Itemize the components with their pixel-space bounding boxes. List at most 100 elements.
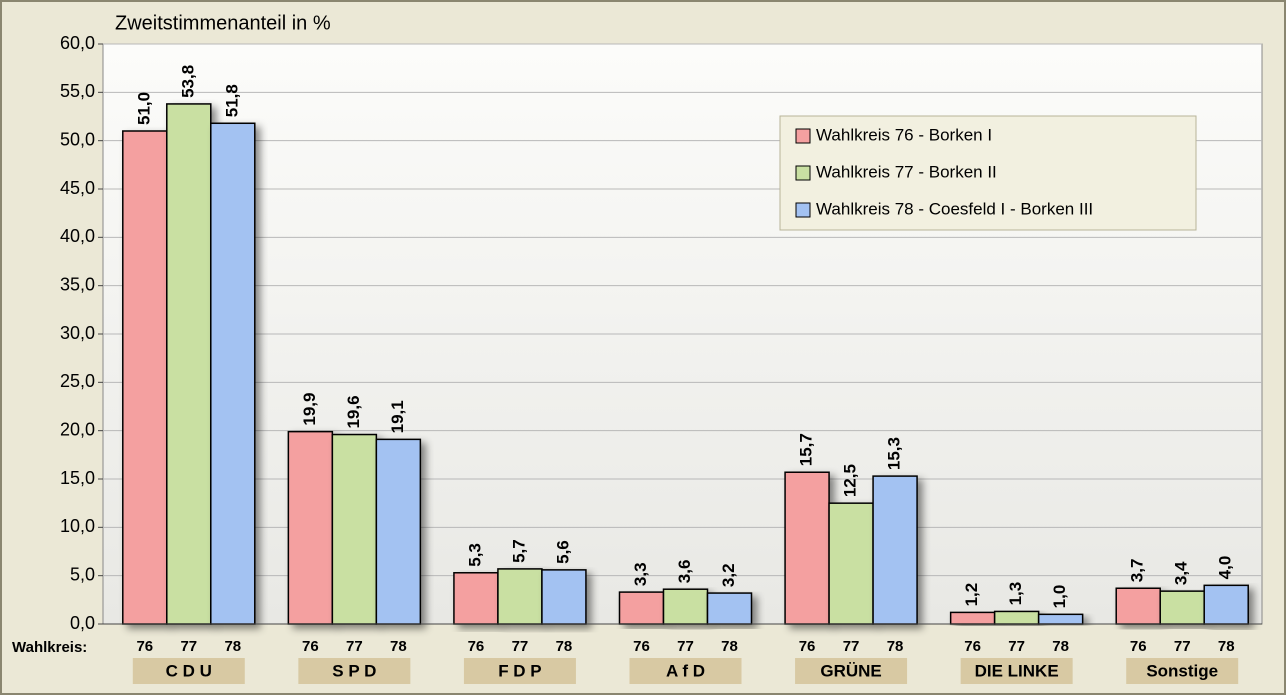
bar-label: 77 xyxy=(1174,638,1191,655)
bar xyxy=(1159,590,1205,625)
bar xyxy=(287,430,334,625)
value-label: 5,6 xyxy=(553,540,572,564)
value-label: 19,6 xyxy=(344,395,363,428)
y-tick-label: 45,0 xyxy=(60,178,95,198)
bar-label: 76 xyxy=(964,638,981,655)
bar xyxy=(375,438,422,625)
value-label: 53,8 xyxy=(178,65,197,98)
y-tick-label: 35,0 xyxy=(60,274,95,294)
category-box xyxy=(795,658,908,684)
bar xyxy=(784,471,830,625)
value-label: 3,4 xyxy=(1172,561,1191,585)
bar-label: 77 xyxy=(677,638,694,655)
value-label: 19,9 xyxy=(300,393,319,426)
y-tick-label: 40,0 xyxy=(60,226,95,246)
value-label: 5,7 xyxy=(509,539,528,563)
category-box xyxy=(960,658,1073,684)
bar-label: 78 xyxy=(556,638,573,655)
value-label: 15,7 xyxy=(797,433,816,466)
bar-label: 78 xyxy=(1052,638,1069,655)
bar xyxy=(1115,587,1161,625)
bar-label: 76 xyxy=(1130,638,1147,655)
y-tick-label: 30,0 xyxy=(60,323,95,343)
bar xyxy=(828,502,874,625)
y-tick-label: 0,0 xyxy=(70,613,95,633)
bar-label: 77 xyxy=(512,638,529,655)
y-tick-label: 20,0 xyxy=(60,419,95,439)
x-tick-label: C D U xyxy=(166,661,212,680)
bar-label: 76 xyxy=(633,638,650,655)
category-box xyxy=(298,658,411,684)
bar xyxy=(166,103,212,625)
y-tick-label: 60,0 xyxy=(60,33,95,53)
category-box xyxy=(463,658,576,684)
legend-swatch xyxy=(795,165,811,181)
value-label: 12,5 xyxy=(841,464,860,497)
bar-label: 77 xyxy=(843,638,860,655)
value-label: 5,3 xyxy=(465,543,484,567)
value-label: 51,8 xyxy=(222,84,241,117)
bar-label: 77 xyxy=(180,638,197,655)
bar xyxy=(210,122,256,625)
value-label: 3,7 xyxy=(1128,559,1147,583)
bar-label: 77 xyxy=(1008,638,1025,655)
y-tick-label: 55,0 xyxy=(60,81,95,101)
x-tick-label: GRÜNE xyxy=(820,661,881,680)
y-tick-label: 25,0 xyxy=(60,371,95,391)
value-label: 3,3 xyxy=(631,562,650,586)
x-axis-label: Wahlkreis: xyxy=(12,639,87,656)
y-tick-label: 50,0 xyxy=(60,129,95,149)
bar xyxy=(1037,613,1084,625)
bar xyxy=(662,588,709,625)
value-label: 15,3 xyxy=(885,437,904,470)
value-label: 51,0 xyxy=(134,92,153,125)
bar xyxy=(541,569,587,625)
bar-label: 78 xyxy=(1218,638,1235,655)
legend-label: Wahlkreis 78 - Coesfeld I - Borken III xyxy=(816,199,1093,218)
bar xyxy=(993,610,1040,625)
legend xyxy=(779,115,1197,231)
bar xyxy=(453,572,499,625)
bar xyxy=(949,611,996,625)
bar-label: 77 xyxy=(346,638,363,655)
value-label: 3,6 xyxy=(675,560,694,584)
bar xyxy=(706,592,753,625)
bar-label: 76 xyxy=(468,638,485,655)
bar-label: 78 xyxy=(887,638,904,655)
value-label: 19,1 xyxy=(388,400,407,433)
category-box xyxy=(132,658,245,684)
bar xyxy=(331,433,378,625)
value-label: 1,0 xyxy=(1050,585,1069,609)
x-tick-label: F D P xyxy=(498,661,541,680)
category-box xyxy=(629,658,742,684)
bar-label: 76 xyxy=(302,638,319,655)
legend-swatch xyxy=(795,128,811,144)
x-tick-label: S P D xyxy=(332,661,376,680)
bar-label: 76 xyxy=(136,638,153,655)
bar-label: 78 xyxy=(224,638,241,655)
value-label: 1,2 xyxy=(962,583,981,607)
x-tick-label: A f D xyxy=(666,661,705,680)
value-label: 4,0 xyxy=(1216,556,1235,580)
legend-label: Wahlkreis 77 - Borken II xyxy=(816,162,997,181)
bar xyxy=(1203,584,1249,625)
bar xyxy=(872,475,918,625)
bar xyxy=(122,130,168,625)
y-tick-label: 15,0 xyxy=(60,468,95,488)
y-axis-label: Zweitstimmenanteil in % xyxy=(115,12,331,34)
value-label: 1,3 xyxy=(1006,582,1025,606)
y-tick-label: 10,0 xyxy=(60,516,95,536)
bar xyxy=(618,591,665,625)
bar-label: 78 xyxy=(390,638,407,655)
bar xyxy=(497,568,543,625)
x-tick-label: DIE LINKE xyxy=(975,661,1059,680)
bar-label: 76 xyxy=(799,638,816,655)
value-label: 3,2 xyxy=(719,563,738,587)
legend-swatch xyxy=(795,202,811,218)
y-tick-label: 5,0 xyxy=(70,564,95,584)
legend-label: Wahlkreis 76 - Borken I xyxy=(816,125,992,144)
bar-label: 78 xyxy=(721,638,738,655)
category-box xyxy=(1126,658,1239,684)
x-tick-label: Sonstige xyxy=(1146,661,1218,680)
